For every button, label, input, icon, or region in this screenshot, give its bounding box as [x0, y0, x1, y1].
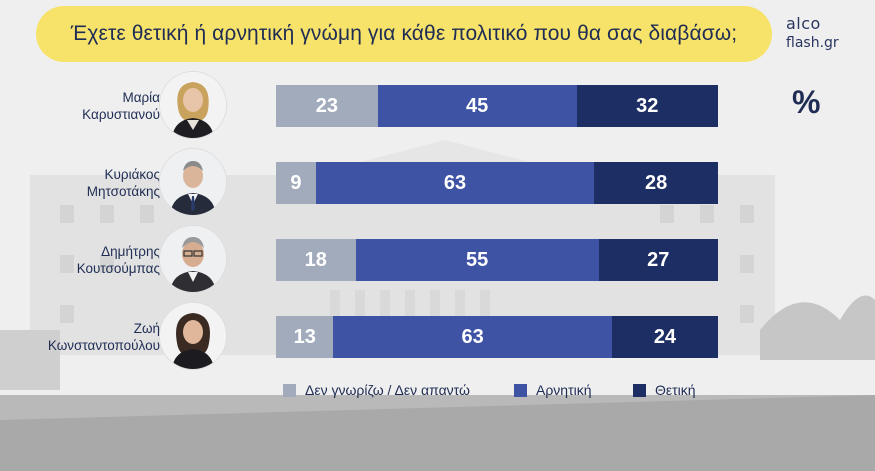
bar-segment-positive: 24	[611, 316, 718, 358]
chart-row: Μαρία Καρυστιανού 23 45 32	[0, 66, 875, 146]
person-last-name: Κουτσούμπας	[76, 261, 160, 276]
legend-label: Αρνητική	[536, 382, 592, 398]
person-name: Κυριάκος Μητσοτάκης	[87, 143, 160, 223]
bar-segment-positive: 27	[598, 239, 718, 281]
person-name: Δημήτρης Κουτσούμπας	[77, 220, 160, 300]
data-label: 27	[647, 248, 670, 271]
data-label: 45	[465, 94, 489, 117]
person-first-name: Δημήτρης	[101, 244, 160, 259]
bar-segment-positive: 32	[576, 85, 718, 127]
chart-row: Δημήτρης Κουτσούμπας 18 55 27	[0, 220, 875, 300]
legend-item: Αρνητική	[514, 382, 592, 398]
person-first-name: Μαρία	[122, 90, 160, 105]
legend-swatch	[514, 383, 527, 397]
bar-segment-dont-know: 23	[276, 85, 378, 127]
chart-legend: Δεν γνωρίζω / Δεν απαντώ Αρνητική Θετική	[0, 382, 875, 404]
person-last-name: Μητσοτάκης	[86, 184, 160, 199]
person-name: Μαρία Καρυστιανού	[82, 66, 160, 146]
data-label: 9	[290, 171, 302, 194]
stacked-bar: 23 45 32	[276, 85, 718, 127]
data-label: 13	[293, 325, 316, 348]
stacked-bar: 13 63 24	[276, 316, 718, 358]
person-first-name: Ζωή	[133, 321, 160, 336]
bar-segment-negative: 63	[315, 162, 595, 204]
legend-swatch	[283, 383, 296, 397]
question-title: Έχετε θετική ή αρνητική γνώμη για κάθε π…	[36, 6, 772, 62]
data-label: 28	[644, 171, 668, 194]
brand-name: alco	[786, 14, 821, 33]
bar-segment-negative: 63	[333, 316, 612, 358]
person-photo	[160, 149, 226, 215]
legend-swatch	[633, 383, 646, 397]
legend-item: Δεν γνωρίζω / Δεν απαντώ	[283, 382, 470, 398]
person-name: Ζωή Κωνσταντοπούλου	[48, 297, 160, 377]
bar-segment-negative: 55	[355, 239, 599, 281]
bar-segment-dont-know: 13	[276, 316, 334, 358]
data-label: 23	[315, 94, 338, 117]
bar-segment-negative: 45	[377, 85, 577, 127]
brand-logo: alco flash.gr	[786, 14, 839, 51]
data-label: 63	[461, 325, 484, 348]
chart-row: Κυριάκος Μητσοτάκης 9 63 28	[0, 143, 875, 223]
data-label: 32	[636, 94, 659, 117]
legend-label: Θετική	[655, 382, 696, 398]
data-label: 63	[443, 171, 467, 194]
unit-label: %	[792, 84, 821, 120]
person-first-name: Κυριάκος	[104, 167, 160, 182]
stacked-bar: 9 63 28	[276, 162, 718, 204]
person-last-name: Καρυστιανού	[82, 107, 160, 122]
data-label: 18	[304, 248, 327, 271]
stacked-bar: 18 55 27	[276, 239, 718, 281]
bar-segment-positive: 28	[594, 162, 718, 204]
person-photo	[160, 303, 226, 369]
legend-label: Δεν γνωρίζω / Δεν απαντώ	[305, 382, 470, 398]
person-last-name: Κωνσταντοπούλου	[47, 338, 160, 353]
bar-segment-dont-know: 9	[276, 162, 316, 204]
data-label: 24	[653, 325, 677, 348]
brand-site: flash.gr	[786, 35, 839, 51]
bar-segment-dont-know: 18	[276, 239, 356, 281]
person-photo	[160, 72, 226, 138]
chart-row: Ζωή Κωνσταντοπούλου 13 63 24	[0, 297, 875, 377]
data-label: 55	[465, 248, 489, 271]
person-photo	[160, 226, 226, 292]
legend-item: Θετική	[633, 382, 696, 398]
